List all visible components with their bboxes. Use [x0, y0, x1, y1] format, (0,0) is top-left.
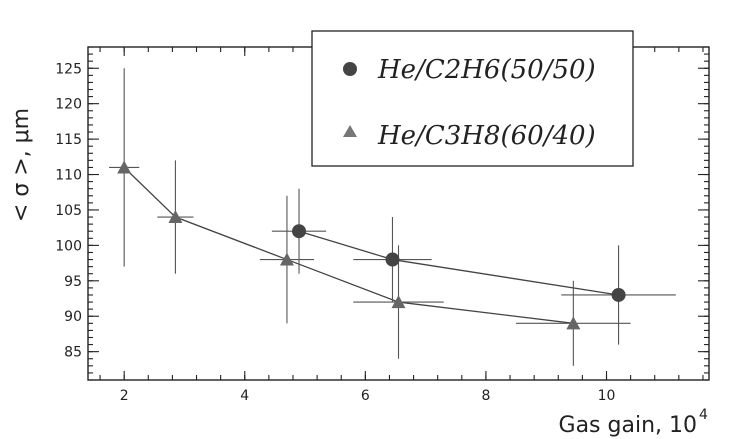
y-tick-label: 85: [64, 345, 82, 361]
y-tick-label: 105: [55, 203, 82, 219]
y-tick-label: 125: [55, 61, 82, 77]
y-tick-label: 90: [64, 309, 82, 325]
data-markers: [117, 160, 626, 330]
series-line-2: [123, 166, 574, 324]
series-line-1: [298, 230, 619, 296]
data-point-triangle: [566, 316, 581, 330]
data-point-circle: [385, 252, 400, 267]
data-point-triangle: [168, 210, 183, 224]
x-tick-label: 2: [120, 388, 129, 404]
axis-ticks: 2 4 6 8 10 85 90 95 100 105 110 115 120 125: [55, 46, 709, 404]
y-axis-title: < σ >, μm: [9, 108, 34, 222]
x-tick-label: 6: [361, 388, 370, 404]
data-point-circle: [292, 224, 307, 239]
x-tick-label: 8: [481, 388, 490, 404]
legend-label-series-2: He/C3H8(60/40): [377, 121, 596, 151]
data-point-circle: [611, 287, 626, 302]
x-tick-label: 10: [598, 388, 616, 404]
y-tick-label: 95: [64, 274, 82, 290]
x-axis-title-exponent: 4: [699, 407, 708, 423]
data-point-triangle: [117, 160, 132, 174]
data-point-triangle: [279, 252, 294, 266]
series-lines: [123, 166, 619, 324]
legend: He/C2H6(50/50) He/C3H8(60/40): [311, 30, 634, 167]
legend-marker-series-2: [343, 125, 357, 137]
y-tick-label: 120: [55, 97, 82, 113]
x-tick-label: 4: [240, 388, 249, 404]
legend-marker-series-1: [343, 62, 357, 76]
y-tick-label: 115: [55, 132, 82, 148]
legend-label-series-1: He/C2H6(50/50): [377, 55, 596, 85]
x-axis-title: Gas gain, 10: [559, 413, 697, 438]
data-point-triangle: [391, 295, 406, 309]
y-tick-label: 110: [55, 168, 82, 184]
legend-box: [311, 30, 634, 167]
y-tick-label: 100: [55, 238, 82, 254]
